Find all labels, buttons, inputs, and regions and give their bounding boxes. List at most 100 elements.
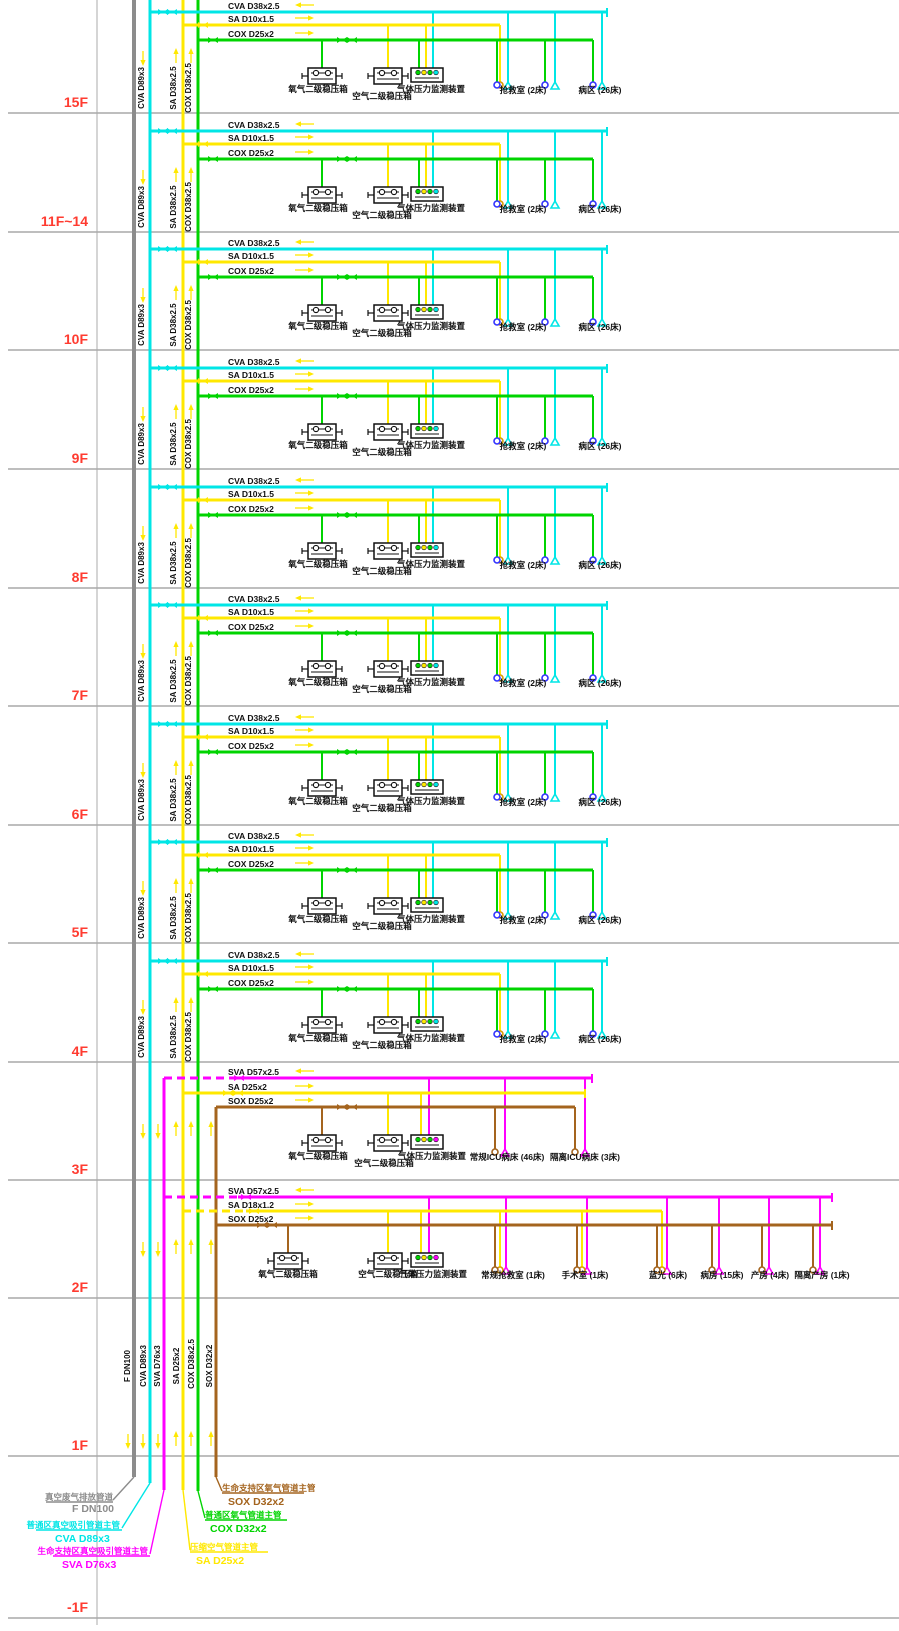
flow-arrow-icon bbox=[173, 48, 179, 54]
flow-arrow-icon bbox=[295, 595, 301, 601]
gas-outlet-icon bbox=[541, 81, 549, 89]
outlet-label: 病区 (26床) bbox=[579, 204, 622, 214]
air-regulator-box-label: 空气二级稳压箱 bbox=[352, 328, 412, 338]
riser-size-label: SA D38x2.5 bbox=[169, 778, 178, 822]
floor-label-6F: 6F bbox=[72, 806, 89, 822]
oxygen-regulator-box-label: 氧气二级稳压箱 bbox=[287, 203, 348, 213]
riser-size-label: SA D38x2.5 bbox=[169, 1015, 178, 1059]
vacuum-outlet-icon bbox=[549, 673, 561, 683]
valve-icon bbox=[337, 156, 347, 162]
air-regulator-box bbox=[373, 304, 403, 322]
vacuum-outlet-icon bbox=[579, 1147, 591, 1157]
outlet-label: 病区 (26床) bbox=[579, 1034, 622, 1044]
gas-outlet-icon bbox=[493, 556, 501, 564]
vacuum-outlet-icon bbox=[713, 1265, 725, 1275]
flow-arrow-icon bbox=[173, 878, 179, 884]
valve-icon bbox=[234, 1075, 244, 1081]
valve-icon bbox=[208, 274, 218, 280]
legend-pipe-code: COX D32x2 bbox=[210, 1523, 267, 1535]
riser-size-label: COX D38x2.5 bbox=[184, 1012, 193, 1062]
outlet-label: 产房 (4床) bbox=[751, 1270, 789, 1280]
valve-icon bbox=[208, 512, 218, 518]
flow-arrow-icon bbox=[308, 15, 314, 21]
oxygen-regulator-box-detail bbox=[324, 544, 332, 552]
gas-pressure-monitor-box-indicator bbox=[433, 1018, 439, 1025]
flow-arrow-icon bbox=[140, 1443, 146, 1449]
gas-outlet-icon bbox=[589, 318, 597, 326]
gas-pressure-monitor-box-indicator bbox=[433, 544, 439, 551]
vacuum-outlet-icon bbox=[502, 80, 514, 90]
air-regulator-box-label: 空气二级稳压箱 bbox=[358, 1269, 418, 1279]
valve-icon bbox=[347, 512, 357, 518]
floor-label--1F: -1F bbox=[67, 1599, 88, 1615]
air-regulator-box-label: 空气二级稳压箱 bbox=[352, 803, 412, 813]
pipe-size-label: SA D10x1.5 bbox=[228, 607, 274, 617]
gas-outlet-icon bbox=[541, 437, 549, 445]
gas-outlet-icon bbox=[493, 911, 501, 919]
flow-arrow-icon bbox=[173, 997, 179, 1003]
gas-pressure-monitor-box-indicator bbox=[415, 544, 421, 551]
pipe-size-label: COX D25x2 bbox=[228, 622, 274, 632]
valve-icon bbox=[208, 867, 218, 873]
gas-outlet-icon bbox=[573, 1266, 581, 1274]
flow-arrow-icon bbox=[295, 477, 301, 483]
gas-outlet-icon bbox=[493, 81, 501, 89]
outlet-label: 抢救室 (2床) bbox=[500, 915, 547, 925]
flow-arrow-icon bbox=[173, 1431, 179, 1437]
oxygen-regulator-box-detail bbox=[290, 1254, 298, 1262]
oxygen-regulator-box-detail bbox=[324, 69, 332, 77]
pipe-size-label: SA D10x1.5 bbox=[228, 844, 274, 854]
riser-size-label: SA D38x2.5 bbox=[169, 422, 178, 466]
legend-pipe-code: SVA D76x3 bbox=[62, 1559, 116, 1571]
pipe-size-label: CVA D38x2.5 bbox=[228, 238, 280, 248]
gas-pressure-monitor-box-indicator bbox=[433, 1136, 439, 1143]
pipe-size-label: SA D10x1.5 bbox=[228, 963, 274, 973]
oxygen-regulator-box bbox=[307, 1016, 337, 1034]
gas-pressure-monitor-box-indicator bbox=[421, 899, 427, 906]
flow-arrow-icon bbox=[188, 285, 194, 291]
flow-arrow-icon bbox=[308, 149, 314, 155]
flow-arrow-icon bbox=[188, 878, 194, 884]
gas-pressure-monitor-box-label: 气体压力监测装置 bbox=[396, 677, 466, 687]
flow-arrow-icon bbox=[308, 386, 314, 392]
gas-pressure-monitor-box-indicator bbox=[427, 69, 433, 76]
gas-pressure-monitor-box-indicator bbox=[421, 425, 427, 432]
gas-outlet-icon bbox=[589, 674, 597, 682]
oxygen-regulator-box-detail bbox=[312, 188, 320, 196]
gas-pressure-monitor-box-indicator bbox=[421, 188, 427, 195]
gas-outlet-icon bbox=[541, 911, 549, 919]
flow-arrow-icon bbox=[173, 285, 179, 291]
flow-arrow-icon bbox=[308, 727, 314, 733]
gas-pressure-monitor-box bbox=[410, 660, 444, 676]
pipe-size-label: SA D10x1.5 bbox=[228, 489, 274, 499]
air-regulator-box bbox=[373, 67, 403, 85]
air-regulator-box-label: 空气二级稳压箱 bbox=[352, 447, 412, 457]
pipe-size-label: COX D25x2 bbox=[228, 859, 274, 869]
air-regulator-box-detail bbox=[378, 425, 386, 433]
pipe-size-label: COX D25x2 bbox=[228, 29, 274, 39]
air-regulator-box bbox=[373, 1134, 403, 1152]
legend-pipe-name: 生命支持区真空吸引管道主管 bbox=[37, 1546, 148, 1556]
air-regulator-box bbox=[373, 1252, 403, 1270]
valve-icon bbox=[208, 156, 218, 162]
oxygen-regulator-box-detail bbox=[312, 544, 320, 552]
flow-arrow-icon bbox=[188, 997, 194, 1003]
riser-size-label: SA D38x2.5 bbox=[169, 303, 178, 347]
gas-pressure-monitor-box-label: 气体压力监测装置 bbox=[396, 914, 466, 924]
pipe-size-label: COX D25x2 bbox=[228, 504, 274, 514]
oxygen-regulator-box-detail bbox=[324, 899, 332, 907]
flow-arrow-icon bbox=[173, 1239, 179, 1245]
vacuum-outlet-icon bbox=[502, 436, 514, 446]
oxygen-regulator-box-detail bbox=[312, 425, 320, 433]
flow-arrow-icon bbox=[188, 641, 194, 647]
gas-outlet-icon bbox=[493, 793, 501, 801]
valve-icon bbox=[198, 615, 208, 621]
pipe-size-label: COX D25x2 bbox=[228, 148, 274, 158]
gas-pressure-monitor-box-indicator bbox=[421, 306, 427, 313]
air-regulator-box-label: 空气二级稳压箱 bbox=[352, 91, 412, 101]
flow-arrow-icon bbox=[188, 760, 194, 766]
gas-pressure-monitor-box-label: 气体压力监测装置 bbox=[396, 84, 466, 94]
gas-outlet-icon bbox=[589, 1030, 597, 1038]
oxygen-regulator-box bbox=[307, 897, 337, 915]
riser-size-label: SOX D32x2 bbox=[205, 1344, 214, 1387]
